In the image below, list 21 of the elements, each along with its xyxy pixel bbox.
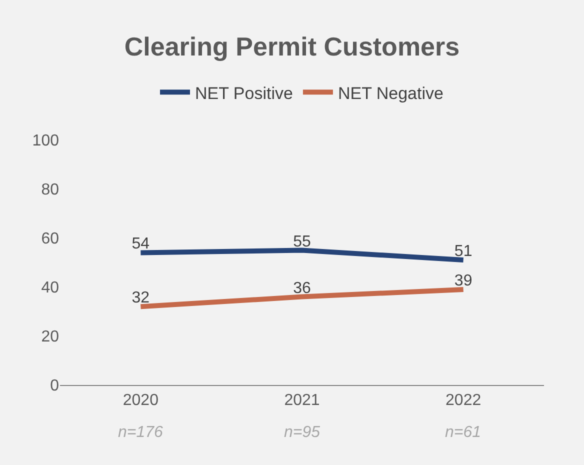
y-tick-label: 80: [41, 182, 60, 199]
x-tick-label: 2020: [122, 392, 159, 410]
data-label: 36: [293, 280, 311, 297]
data-label: 54: [132, 236, 150, 253]
y-tick-label: 40: [41, 280, 60, 297]
data-label: 39: [454, 272, 472, 290]
x-tick-label: 2021: [284, 392, 320, 410]
chart-title: Clearing Permit Customers: [124, 32, 460, 62]
legend-label: NET Positive: [195, 84, 293, 103]
text: n=61: [445, 424, 482, 441]
text: n=176: [118, 424, 164, 441]
x-tick-label: 2022: [446, 392, 482, 410]
data-label: 32: [132, 290, 150, 307]
y-tick-label: 60: [41, 230, 60, 248]
y-tick-label: 100: [32, 132, 60, 150]
data-label: 51: [454, 243, 472, 260]
legend-label: NET Negative: [338, 84, 444, 103]
y-tick-label: 20: [41, 328, 60, 346]
text: n=95: [284, 424, 320, 441]
data-label: 55: [293, 233, 311, 250]
y-tick-label: 0: [50, 378, 60, 395]
